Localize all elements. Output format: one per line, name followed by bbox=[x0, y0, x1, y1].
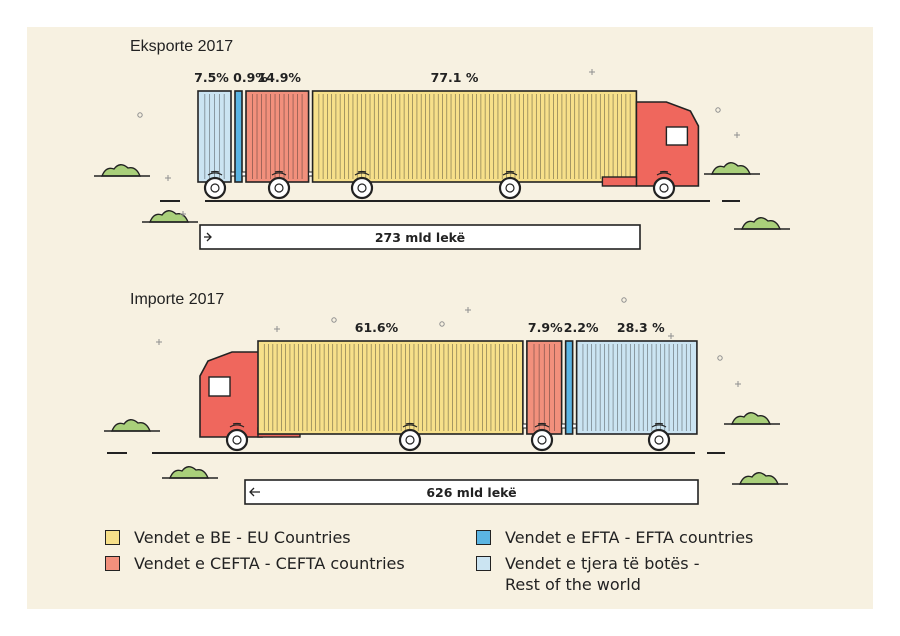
legend-item-efta: Vendet e EFTA - EFTA countries bbox=[476, 527, 753, 548]
import-wheel-1 bbox=[398, 422, 422, 452]
legend-right: Vendet e EFTA - EFTA countries Vendet e … bbox=[476, 527, 753, 600]
sparkle-8 bbox=[439, 321, 445, 327]
import-wheel-0 bbox=[225, 422, 249, 452]
export-label-efta: 0.9% bbox=[233, 70, 268, 85]
legend-swatch-rest bbox=[476, 556, 491, 571]
legend-label-rest: Vendet e tjera të botës - Rest of the wo… bbox=[505, 553, 699, 595]
export-wheel-4 bbox=[652, 170, 676, 200]
import-wheel-2 bbox=[530, 422, 554, 452]
import-total-bar: 626 mld lekë bbox=[244, 479, 699, 505]
export-wheel-1 bbox=[267, 170, 291, 200]
bush-3 bbox=[142, 210, 198, 223]
legend-item-eu: Vendet e BE - EU Countries bbox=[105, 527, 405, 548]
legend-swatch-eu bbox=[105, 530, 120, 545]
sparkle-12 bbox=[465, 307, 471, 313]
export-total-bar: 273 mld lekë bbox=[199, 224, 641, 250]
sparkle-3 bbox=[715, 107, 721, 113]
import-label-efta: 2.2% bbox=[564, 320, 599, 335]
import-container-rest bbox=[575, 340, 698, 435]
export-label-cefta: 14.9% bbox=[258, 70, 302, 85]
sparkle-0 bbox=[137, 112, 143, 118]
sparkle-11 bbox=[668, 333, 674, 339]
legend-item-rest: Vendet e tjera të botës - Rest of the wo… bbox=[476, 553, 753, 595]
sparkle-4 bbox=[734, 132, 740, 138]
import-label-cefta: 7.9% bbox=[528, 320, 563, 335]
export-wheel-0 bbox=[203, 170, 227, 200]
import-container-efta bbox=[564, 340, 574, 435]
export-total-bar-label: 273 mld lekë bbox=[375, 230, 465, 245]
export-label-rest: 7.5% bbox=[194, 70, 229, 85]
sparkle-2 bbox=[589, 69, 595, 75]
bush-5 bbox=[104, 419, 160, 432]
export-truck-cab bbox=[601, 101, 700, 187]
export-container-rest bbox=[197, 90, 232, 183]
bush-2 bbox=[704, 162, 760, 175]
bush-6 bbox=[724, 412, 780, 425]
import-truck-cab bbox=[199, 351, 301, 438]
legend-left: Vendet e BE - EU Countries Vendet e CEFT… bbox=[105, 527, 405, 579]
sparkle-1 bbox=[165, 175, 171, 181]
bush-7 bbox=[162, 466, 218, 479]
legend-swatch-efta bbox=[476, 530, 491, 545]
exports-title: Eksporte 2017 bbox=[130, 38, 234, 55]
import-container-cefta bbox=[526, 340, 563, 435]
imports-title: Importe 2017 bbox=[130, 291, 225, 308]
import-total-bar-label: 626 mld lekë bbox=[426, 485, 516, 500]
bush-4 bbox=[734, 217, 790, 230]
export-container-eu bbox=[311, 90, 638, 183]
import-label-eu: 61.6% bbox=[355, 320, 399, 335]
export-container-cefta bbox=[245, 90, 310, 183]
sparkle-9 bbox=[156, 339, 162, 345]
sparkle-13 bbox=[735, 381, 741, 387]
legend-label-rest-line1: Vendet e tjera të botës - bbox=[505, 554, 700, 573]
legend-label-efta: Vendet e EFTA - EFTA countries bbox=[505, 528, 754, 547]
export-label-eu: 77.1 % bbox=[431, 70, 479, 85]
bush-1 bbox=[94, 164, 150, 177]
import-container-eu bbox=[257, 340, 524, 435]
export-wheel-3 bbox=[498, 170, 522, 200]
sparkle-6 bbox=[331, 317, 337, 323]
sparkle-5 bbox=[180, 211, 186, 217]
legend-item-cefta: Vendet e CEFTA - CEFTA countries bbox=[105, 553, 405, 574]
import-wheel-3 bbox=[647, 422, 671, 452]
legend-label-cefta: Vendet e CEFTA - CEFTA countries bbox=[134, 554, 405, 573]
export-wheel-2 bbox=[350, 170, 374, 200]
bush-8 bbox=[732, 472, 788, 485]
sparkle-7 bbox=[274, 326, 280, 332]
legend-label-rest-line2: Rest of the world bbox=[505, 575, 641, 594]
sparkle-10 bbox=[621, 297, 627, 303]
export-container-efta bbox=[234, 90, 243, 183]
import-label-rest: 28.3 % bbox=[617, 320, 665, 335]
legend-label-eu: Vendet e BE - EU Countries bbox=[134, 528, 351, 547]
legend-swatch-cefta bbox=[105, 556, 120, 571]
sparkle-14 bbox=[717, 355, 723, 361]
